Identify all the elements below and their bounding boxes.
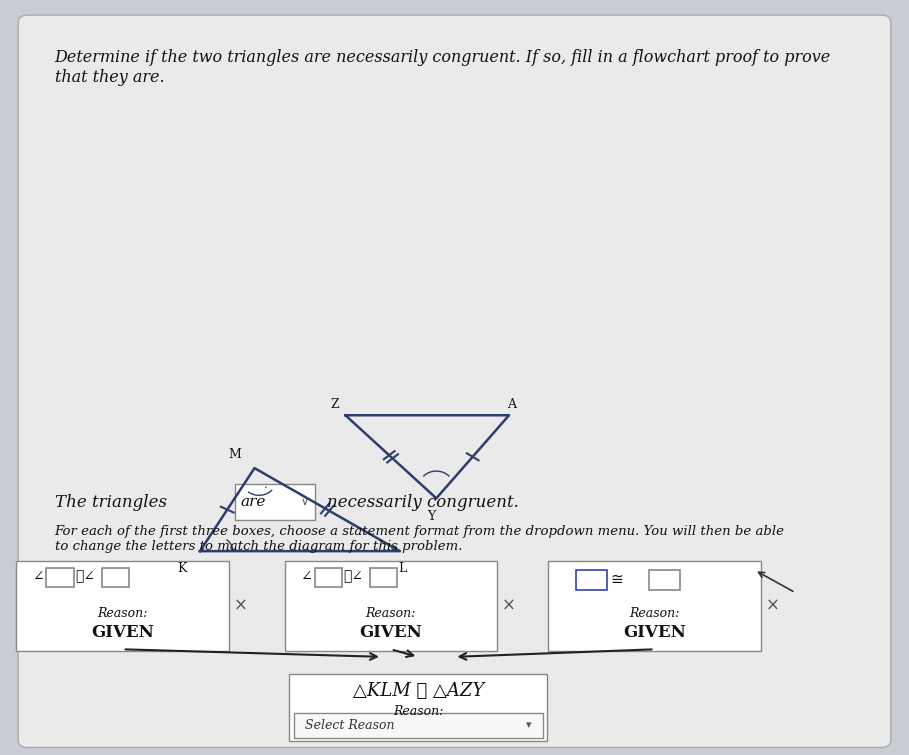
Text: Reason:: Reason:: [629, 606, 680, 620]
Text: Reason:: Reason:: [393, 705, 444, 719]
Text: ∠: ∠: [32, 569, 44, 583]
Text: ∨: ∨: [301, 497, 308, 507]
FancyBboxPatch shape: [649, 569, 680, 590]
Text: GIVEN: GIVEN: [91, 624, 155, 641]
Text: ≅∠: ≅∠: [75, 569, 95, 583]
Text: ×: ×: [234, 597, 248, 615]
Text: ▾: ▾: [526, 720, 532, 731]
Text: M: M: [228, 448, 241, 461]
Text: Reason:: Reason:: [97, 606, 148, 620]
Text: Determine if the two triangles are necessarily congruent. If so, fill in a flowc: Determine if the two triangles are neces…: [55, 49, 831, 85]
Text: Select Reason: Select Reason: [305, 719, 394, 732]
FancyBboxPatch shape: [285, 561, 497, 651]
Text: L: L: [398, 562, 406, 575]
Text: GIVEN: GIVEN: [359, 624, 423, 641]
Text: A: A: [507, 399, 516, 411]
FancyBboxPatch shape: [294, 713, 543, 738]
Text: △KLM ≅ △AZY: △KLM ≅ △AZY: [353, 682, 484, 700]
FancyBboxPatch shape: [102, 568, 129, 587]
Text: GIVEN: GIVEN: [623, 624, 686, 641]
Text: are: are: [241, 495, 266, 509]
FancyBboxPatch shape: [548, 561, 761, 651]
Text: For each of the first three boxes, choose a statement format from the dropdown m: For each of the first three boxes, choos…: [55, 525, 784, 553]
FancyBboxPatch shape: [370, 568, 397, 587]
Text: Y: Y: [427, 510, 436, 522]
Text: ×: ×: [502, 597, 516, 615]
Text: K: K: [177, 562, 186, 575]
FancyBboxPatch shape: [576, 569, 607, 590]
FancyBboxPatch shape: [235, 484, 315, 520]
FancyBboxPatch shape: [289, 674, 547, 741]
FancyBboxPatch shape: [46, 568, 74, 587]
FancyBboxPatch shape: [18, 15, 891, 747]
FancyBboxPatch shape: [315, 568, 342, 587]
FancyBboxPatch shape: [16, 561, 229, 651]
Text: ≅∠: ≅∠: [344, 569, 364, 583]
Text: ∠: ∠: [300, 569, 312, 583]
Text: Reason:: Reason:: [365, 606, 416, 620]
Text: ×: ×: [765, 597, 780, 615]
Text: ≅: ≅: [611, 572, 624, 587]
Text: The triangles: The triangles: [55, 494, 166, 510]
Text: Z: Z: [331, 399, 339, 411]
Text: necessarily congruent.: necessarily congruent.: [327, 494, 519, 510]
